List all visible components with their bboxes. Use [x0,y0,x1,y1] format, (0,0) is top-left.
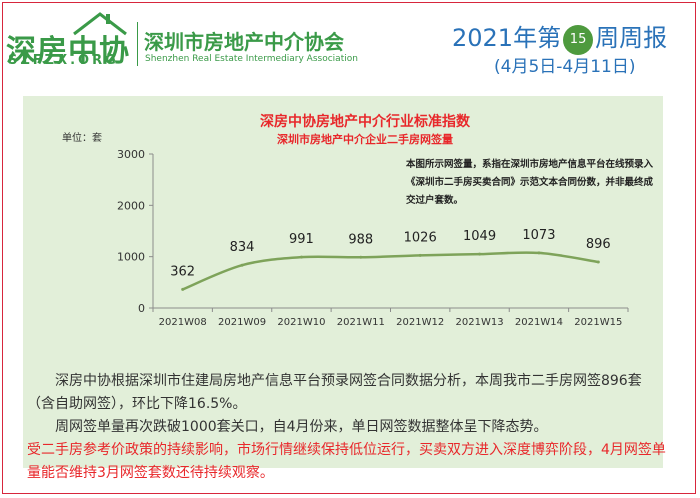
report-title-suffix: 周周报 [595,24,668,52]
chart-note: 本图所示网签量，系指在深圳市房地产信息平台在线预录入《深圳市二手房买卖合同》示范… [406,159,654,206]
data-label: 362 [170,264,195,279]
analysis-text: 深房中协根据深圳市住建局房地产信息平台预录网签合同数据分析，本周我市二手房网签8… [27,370,667,485]
analysis-paragraph-2: 周网签单量再次跌破1000套关口，自4月份来，单日网签数据整体呈下降态势。 [55,419,548,435]
y-tick-label: 3000 [117,148,145,161]
house-logo-icon [73,12,127,36]
x-tick-label: 2021W15 [574,317,622,328]
chart-title: 深房中协房地产中介行业标准指数 [260,114,470,130]
y-tick-label: 2000 [117,199,145,212]
data-label: 896 [586,237,611,252]
x-tick-label: 2021W10 [277,317,325,328]
data-point [478,252,482,256]
data-label: 834 [230,240,255,255]
report-title: 2021年第 15 周周报 [452,18,667,55]
association-name: 深圳市房地产中介协会 [144,30,344,54]
y-tick-label: 0 [138,302,145,315]
report-date-range: (4月5日-4月11日) [494,57,636,77]
page-border [2,2,696,494]
x-tick-label: 2021W09 [218,317,266,328]
series-line [182,251,599,291]
data-point [418,253,422,257]
y-tick-label: 1000 [117,251,145,264]
association-name-en: Shenzhen Real Estate Intermediary Associ… [145,54,358,64]
logo-text: 深房中协 [6,34,130,69]
x-tick-label: 2021W14 [515,317,563,328]
logo-latin: SZFZX.ORG [8,53,119,68]
analysis-paragraph-1: 深房中协根据深圳市住建局房地产信息平台预录网签合同数据分析，本周我市二手房网签8… [27,373,642,412]
report-title-prefix: 2021年第 [452,24,562,52]
chart-panel [23,96,663,468]
x-tick-label: 2021W08 [159,317,207,328]
line-chart: 0 1000 2000 3000 2021W08 2021W09 2021W10 2021W1… [117,148,629,328]
data-label: 988 [348,232,373,247]
data-point [181,287,185,291]
data-point [537,251,541,255]
data-label: 1026 [404,230,437,245]
chart-subtitle: 深圳市房地产中介企业二手房网签量 [277,133,453,146]
data-point [299,255,303,259]
data-point [596,260,600,264]
unit-label: 单位：套 [62,133,102,144]
data-label: 1073 [522,228,555,243]
analysis-paragraph-3: 受二手房参考价政策的持续影响，市场行情继续保持低位运行，买卖双方进入深度博弈阶段… [27,442,666,481]
data-point [359,255,363,259]
x-tick-label: 2021W11 [337,317,385,328]
x-tick-label: 2021W13 [456,317,504,328]
data-label: 991 [289,232,314,247]
data-label: 1049 [463,229,496,244]
week-number-badge: 15 [563,25,594,55]
data-point [240,263,244,267]
header: 深房中协 SZFZX.ORG 深圳市房地产中介协会 Shenzhen Real … [0,0,700,80]
logo-divider [137,22,138,66]
x-tick-label: 2021W12 [396,317,444,328]
